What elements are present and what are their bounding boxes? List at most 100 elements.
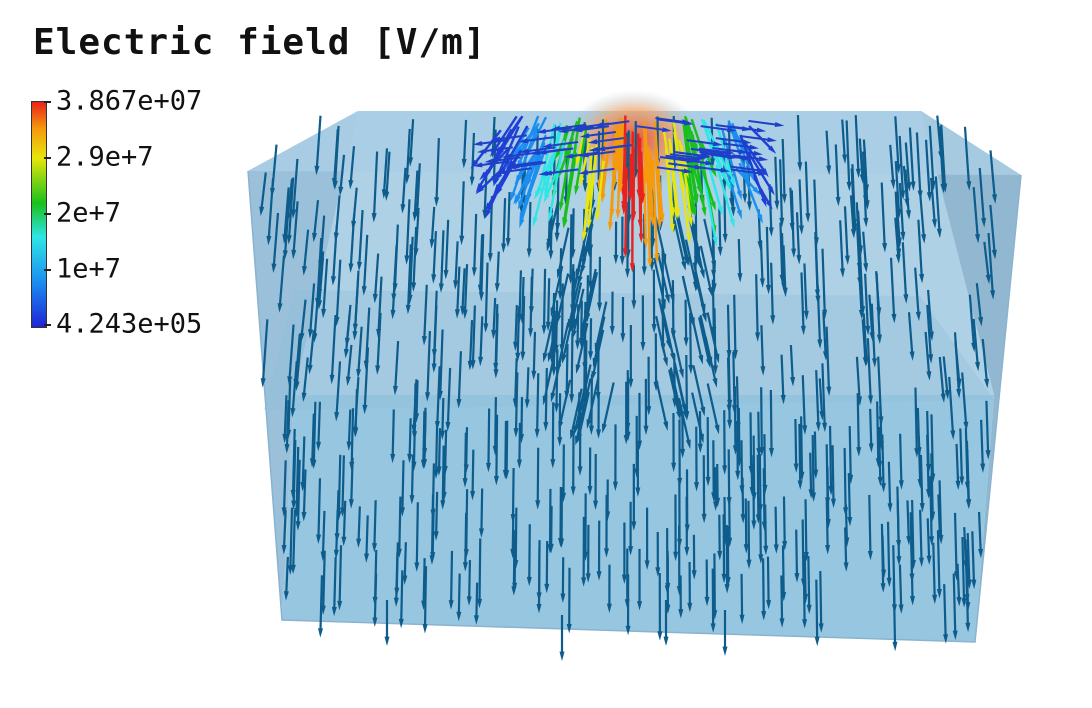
field-arrow xyxy=(415,380,419,417)
arrow-head xyxy=(767,186,775,196)
arrow-head xyxy=(356,368,362,379)
field-arrow xyxy=(750,455,754,491)
field-arrow xyxy=(733,294,737,354)
arrow-head xyxy=(742,193,748,204)
arrow-head xyxy=(421,335,427,346)
field-arrow xyxy=(527,116,548,153)
field-arrow xyxy=(936,530,941,593)
arrow-head xyxy=(405,304,411,315)
arrow-head xyxy=(445,421,451,432)
arrow-head xyxy=(448,600,454,610)
arrow-head xyxy=(556,268,562,279)
arrow-head xyxy=(609,208,615,219)
arrow-head xyxy=(726,497,732,507)
arrow-head xyxy=(352,331,358,341)
field-arrow xyxy=(569,151,600,158)
arrow-head xyxy=(574,185,580,196)
field-arrow xyxy=(446,367,452,426)
arrow-head xyxy=(461,158,467,169)
arrow-head xyxy=(485,462,492,473)
arrow-head xyxy=(516,459,522,469)
arrow-head xyxy=(741,155,752,161)
arrow-head xyxy=(510,514,516,524)
field-arrow xyxy=(416,163,421,212)
arrow-head xyxy=(550,392,556,403)
field-arrow xyxy=(676,215,690,261)
arrow-head xyxy=(548,250,554,260)
field-arrow xyxy=(798,179,803,229)
arrow-head xyxy=(479,171,488,181)
field-arrow xyxy=(478,538,482,603)
arrow-head xyxy=(567,318,573,329)
arrow-head xyxy=(780,394,786,405)
field-arrow xyxy=(470,132,476,181)
arrow-head xyxy=(735,470,741,481)
arrow-head xyxy=(646,406,652,416)
field-arrow xyxy=(780,575,784,622)
arrow-head xyxy=(302,266,308,276)
field-arrow xyxy=(940,124,947,188)
arrow-head xyxy=(466,596,472,606)
arrow-head xyxy=(658,208,664,218)
arrow-head xyxy=(956,596,962,607)
field-arrow xyxy=(308,330,315,369)
arrow-head xyxy=(846,181,852,192)
arrow-head xyxy=(412,212,418,222)
field-arrow xyxy=(744,498,748,548)
arrow-head xyxy=(757,241,763,251)
field-arrow xyxy=(800,416,804,476)
field-arrow xyxy=(496,134,527,141)
field-arrow xyxy=(571,208,575,253)
arrow-head xyxy=(621,205,627,215)
field-arrow xyxy=(907,312,914,355)
arrow-head xyxy=(543,193,550,203)
arrow-head xyxy=(484,202,492,212)
arrow-head xyxy=(569,429,575,440)
field-arrow xyxy=(311,413,315,462)
arrow-head xyxy=(402,575,408,585)
field-arrow xyxy=(692,365,705,411)
arrow-head xyxy=(433,531,439,541)
field-arrow xyxy=(818,378,824,415)
arrow-head xyxy=(813,469,819,479)
arrow-head xyxy=(542,170,553,176)
field-arrow xyxy=(662,311,675,357)
arrow-head xyxy=(759,278,765,288)
arrow-head xyxy=(683,168,694,174)
arrow-head xyxy=(727,127,737,133)
arrow-head xyxy=(752,186,761,196)
field-arrow xyxy=(804,499,808,556)
arrow-head xyxy=(615,209,621,220)
field-arrow xyxy=(518,149,541,205)
arrow-head xyxy=(570,486,576,496)
field-arrow xyxy=(914,267,920,316)
field-arrow xyxy=(926,434,930,493)
arrow-head xyxy=(462,309,468,320)
arrow-head xyxy=(981,217,987,228)
field-arrow xyxy=(715,153,746,160)
field-arrow xyxy=(804,161,810,217)
field-arrow xyxy=(800,272,805,330)
arrow-head xyxy=(384,191,390,201)
field-arrow xyxy=(344,315,351,353)
arrow-head xyxy=(869,332,875,342)
field-arrow xyxy=(575,394,588,440)
arrow-head xyxy=(411,282,417,292)
field-arrow xyxy=(354,377,360,431)
arrow-head xyxy=(938,534,944,545)
field-arrow xyxy=(260,172,267,211)
arrow-head xyxy=(731,405,737,415)
field-arrow xyxy=(435,424,439,473)
arrow-head xyxy=(700,406,706,417)
field-arrow xyxy=(349,146,356,184)
arrow-head xyxy=(484,169,491,179)
field-arrow xyxy=(934,176,941,233)
arrow-head xyxy=(710,623,716,633)
field-arrow xyxy=(482,146,514,153)
arrow-head xyxy=(663,421,669,431)
field-arrow xyxy=(593,137,624,144)
field-arrow xyxy=(444,429,448,470)
field-arrow xyxy=(809,452,813,493)
field-arrow xyxy=(640,151,644,198)
arrow-head xyxy=(774,121,785,127)
